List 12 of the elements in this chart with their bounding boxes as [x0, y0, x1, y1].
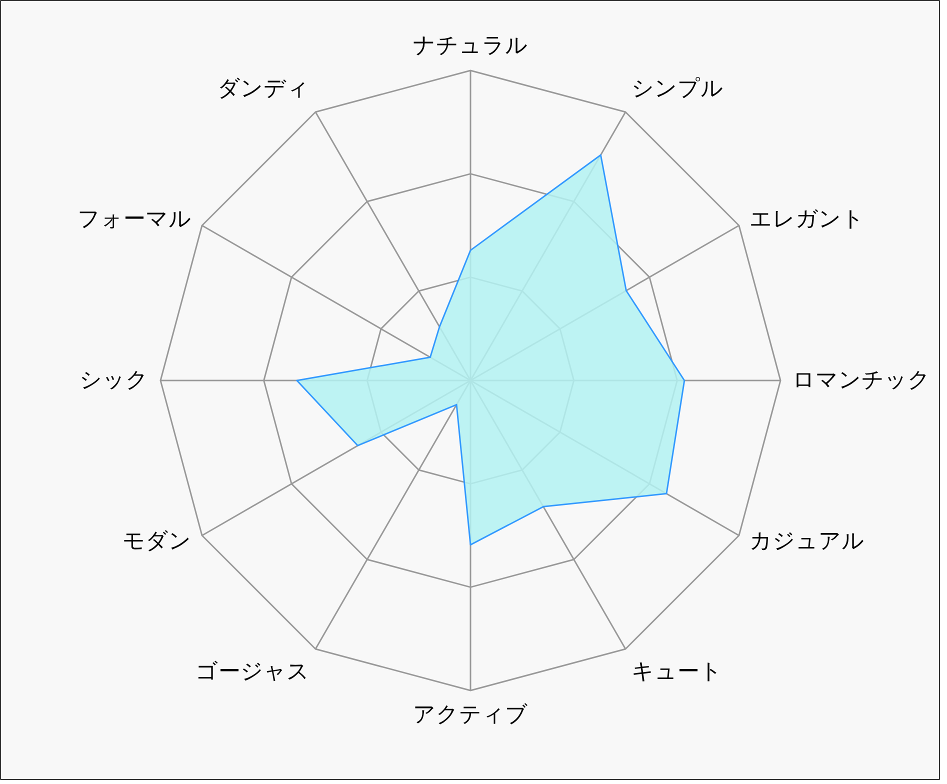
spoke-label: エレガント — [749, 207, 864, 232]
spoke-label: フォーマル — [78, 207, 192, 232]
spoke-label: キュート — [632, 659, 722, 684]
spoke-label: アクティブ — [413, 702, 528, 728]
spoke-label: カジュアル — [749, 529, 864, 554]
spoke-label: モダン — [122, 529, 192, 554]
spoke-label: ナチュラル — [413, 34, 528, 58]
spoke-label: シック — [80, 368, 148, 393]
spoke-label: ロマンチック — [792, 368, 930, 393]
spoke-label: シンプル — [632, 76, 724, 102]
spoke-label: ゴージャス — [196, 659, 310, 684]
spoke-label: ダンディ — [218, 76, 310, 102]
